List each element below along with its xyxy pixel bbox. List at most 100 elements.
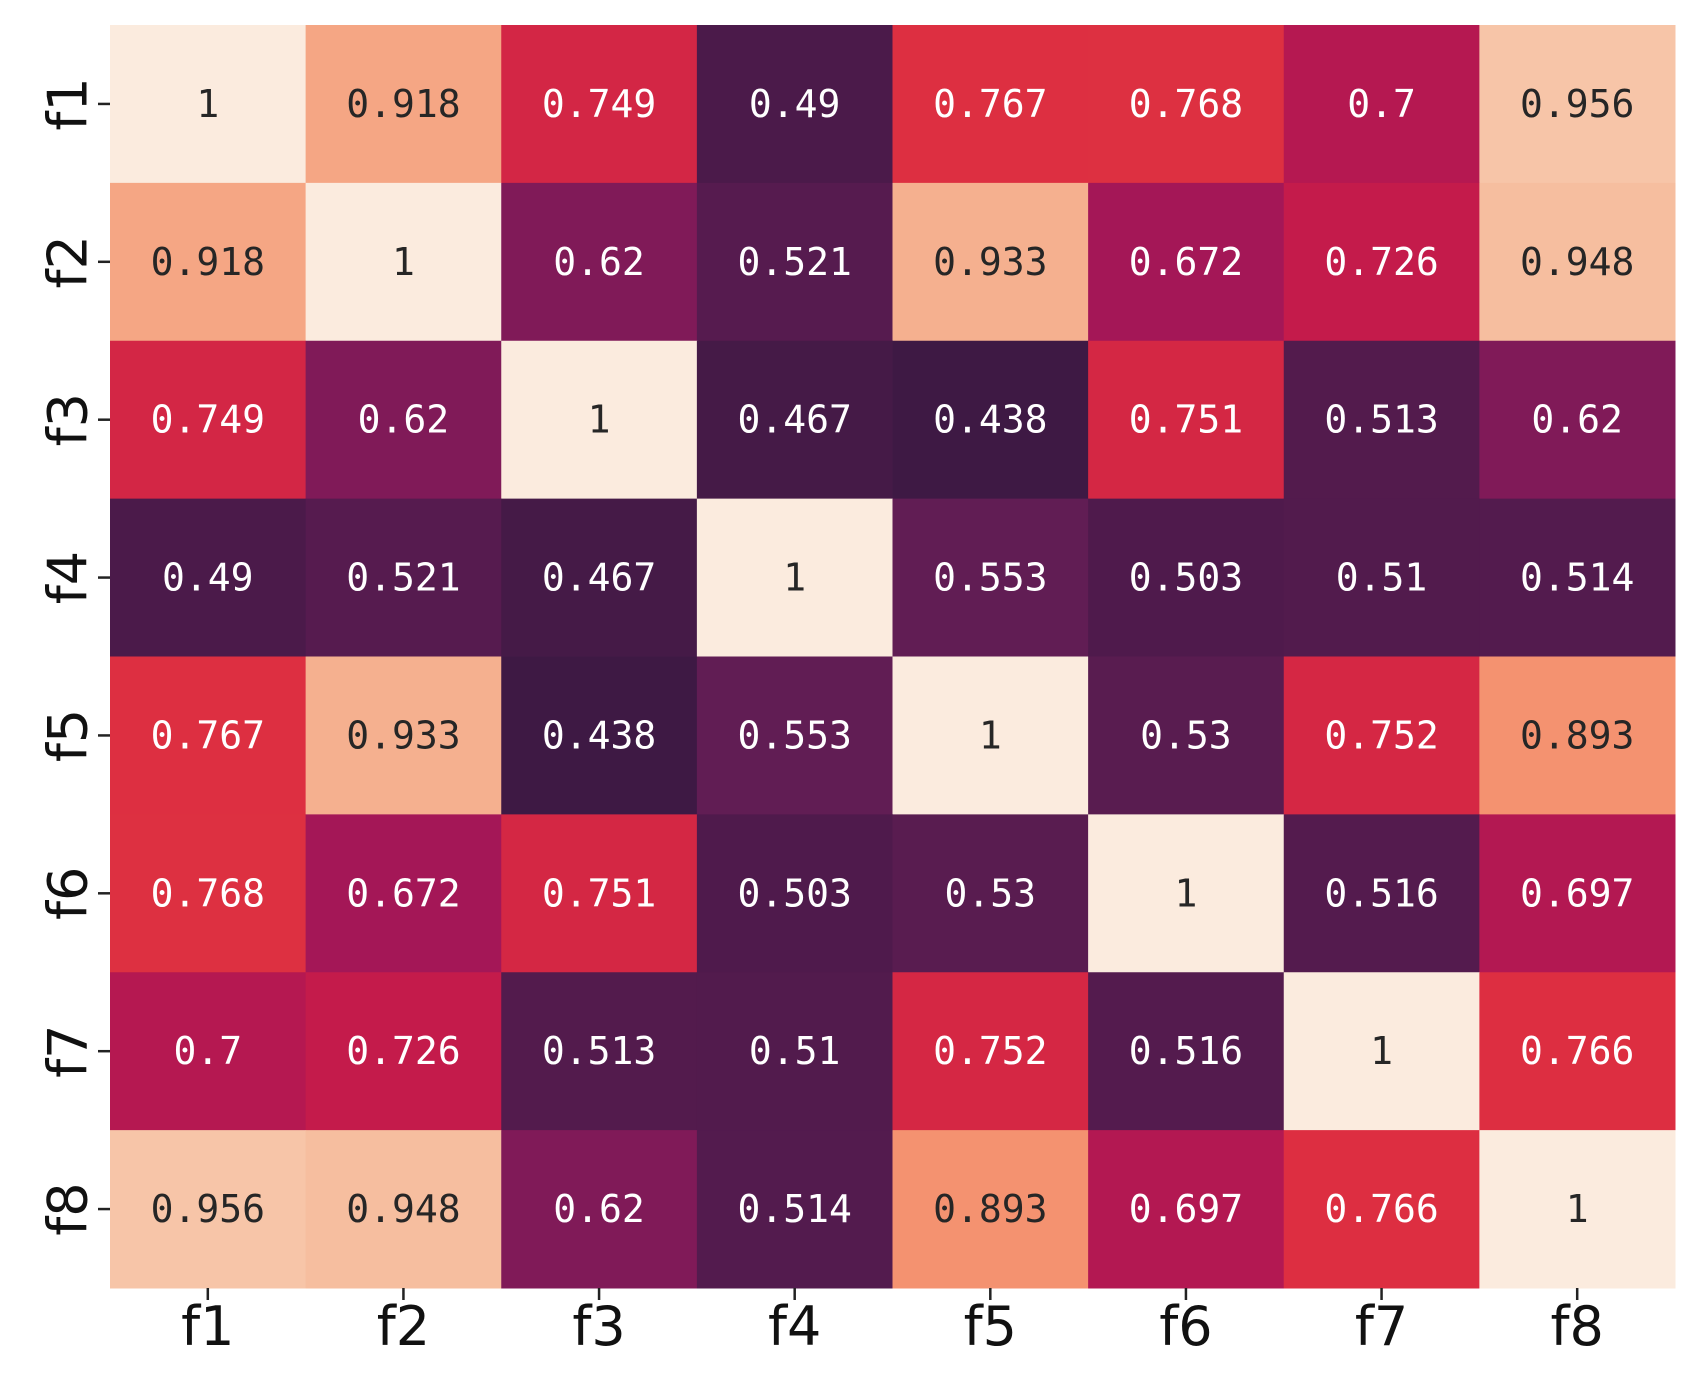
heatmap-cell-f5-f5	[892, 656, 1089, 815]
y-tick-label-f8: f8	[37, 1182, 100, 1235]
cell-annotation-f4-f1: 0.49	[162, 556, 254, 600]
cell-annotation-f2-f5: 0.933	[933, 240, 1047, 284]
cell-annotation-f1-f7: 0.7	[1347, 82, 1416, 126]
cell-annotation-f3-f7: 0.513	[1324, 398, 1438, 442]
heatmap-cell-f3-f8	[1479, 340, 1676, 500]
heatmap-cell-f8-f4	[696, 1130, 893, 1289]
heatmap-cell-f7-f3	[501, 972, 698, 1131]
heatmap-cell-f3-f6	[1088, 340, 1285, 500]
y-axis: f1 f2 f3 f4 f5 f6 f7 f8	[37, 77, 110, 1236]
heatmap-cell-f2-f6	[1088, 182, 1285, 342]
heatmap-cell-f7-f6	[1088, 972, 1285, 1131]
heatmap-cell-f5-f2	[305, 656, 502, 815]
cell-annotation-f2-f1: 0.918	[151, 240, 265, 284]
cell-annotation-f4-f7: 0.51	[1336, 556, 1428, 600]
cell-annotation-f3-f4: 0.467	[737, 398, 851, 442]
cell-annotation-f6-f5: 0.53	[945, 871, 1037, 915]
heatmap-cell-f3-f7	[1283, 340, 1480, 500]
x-tick-label-f7: f7	[1355, 1295, 1408, 1358]
cell-annotation-f7-f2: 0.726	[346, 1029, 460, 1073]
heatmap-cell-f3-f1	[110, 340, 307, 500]
cell-annotation-f2-f4: 0.521	[737, 240, 851, 284]
cell-annotation-f4-f8: 0.514	[1520, 556, 1634, 600]
cell-annotation-f1-f6: 0.768	[1129, 82, 1243, 126]
heatmap-cell-f4-f2	[305, 498, 502, 657]
heatmap-cell-f8-f8	[1479, 1130, 1676, 1289]
heatmap-cell-f6-f3	[501, 814, 698, 973]
cell-annotation-f5-f6: 0.53	[1140, 713, 1232, 757]
heatmap-cell-f3-f2	[305, 340, 502, 500]
y-tick-label-f6: f6	[37, 867, 100, 920]
heatmap-cell-f6-f5	[892, 814, 1089, 973]
x-tick-label-f5: f5	[964, 1295, 1017, 1358]
heatmap-cells	[110, 25, 1676, 1289]
x-tick-label-f4: f4	[768, 1295, 821, 1358]
x-tick-label-f2: f2	[377, 1295, 430, 1358]
heatmap-cell-f5-f1	[110, 656, 307, 815]
cell-annotations: 1 0.918 0.749 0.49 0.767 0.768 0.7 0.956 0.918 1 0…	[151, 82, 1635, 1231]
heatmap-cell-f5-f6	[1088, 656, 1285, 815]
heatmap-cell-f8-f2	[305, 1130, 502, 1289]
heatmap-cell-f2-f2	[305, 182, 502, 342]
heatmap-cell-f4-f8	[1479, 498, 1676, 657]
heatmap-cell-f7-f5	[892, 972, 1089, 1131]
heatmap-cell-f1-f1	[110, 25, 307, 184]
heatmap-cell-f3-f3	[501, 340, 698, 500]
cell-annotation-f1-f8: 0.956	[1520, 82, 1634, 126]
cell-annotation-f3-f1: 0.749	[151, 398, 265, 442]
cell-annotation-f1-f1: 1	[196, 82, 219, 126]
y-tick-label-f4: f4	[37, 551, 100, 604]
cell-annotation-f8-f5: 0.893	[933, 1187, 1047, 1231]
cell-annotation-f2-f3: 0.62	[553, 240, 645, 284]
heatmap-cell-f6-f2	[305, 814, 502, 973]
cell-annotation-f8-f7: 0.766	[1324, 1187, 1438, 1231]
cell-annotation-f2-f7: 0.726	[1324, 240, 1438, 284]
cell-annotation-f6-f1: 0.768	[151, 871, 265, 915]
heatmap-cell-f4-f6	[1088, 498, 1285, 657]
heatmap-cell-f5-f8	[1479, 656, 1676, 815]
cell-annotation-f6-f6: 1	[1174, 871, 1197, 915]
cell-annotation-f8-f2: 0.948	[346, 1187, 460, 1231]
x-tick-label-f3: f3	[572, 1295, 625, 1358]
heatmap-cell-f7-f4	[696, 972, 893, 1131]
cell-annotation-f1-f2: 0.918	[346, 82, 460, 126]
cell-annotation-f8-f4: 0.514	[737, 1187, 851, 1231]
cell-annotation-f8-f8: 1	[1566, 1187, 1589, 1231]
cell-annotation-f2-f8: 0.948	[1520, 240, 1634, 284]
heatmap-cell-f4-f3	[501, 498, 698, 657]
heatmap-cell-f2-f4	[696, 182, 893, 342]
cell-annotation-f4-f6: 0.503	[1129, 556, 1243, 600]
heatmap-cell-f1-f8	[1479, 25, 1676, 184]
cell-annotation-f1-f5: 0.767	[933, 82, 1047, 126]
cell-annotation-f7-f4: 0.51	[749, 1029, 841, 1073]
heatmap-cell-f4-f7	[1283, 498, 1480, 657]
cell-annotation-f3-f8: 0.62	[1531, 398, 1623, 442]
cell-annotation-f5-f7: 0.752	[1324, 713, 1438, 757]
cell-annotation-f7-f3: 0.513	[542, 1029, 656, 1073]
cell-annotation-f7-f1: 0.7	[173, 1029, 242, 1073]
cell-annotation-f6-f7: 0.516	[1324, 871, 1438, 915]
heatmap-cell-f8-f1	[110, 1130, 307, 1289]
y-tick-label-f1: f1	[37, 77, 100, 130]
heatmap-cell-f8-f3	[501, 1130, 698, 1289]
cell-annotation-f8-f1: 0.956	[151, 1187, 265, 1231]
heatmap-cell-f6-f8	[1479, 814, 1676, 973]
cell-annotation-f3-f6: 0.751	[1129, 398, 1243, 442]
cell-annotation-f6-f4: 0.503	[737, 871, 851, 915]
heatmap-cell-f3-f4	[696, 340, 893, 500]
cell-annotation-f4-f5: 0.553	[933, 556, 1047, 600]
heatmap-cell-f1-f6	[1088, 25, 1285, 184]
x-tick-label-f6: f6	[1159, 1295, 1212, 1358]
heatmap-cell-f2-f1	[110, 182, 307, 342]
cell-annotation-f2-f2: 1	[392, 240, 415, 284]
cell-annotation-f5-f1: 0.767	[151, 713, 265, 757]
heatmap-cell-f8-f5	[892, 1130, 1089, 1289]
heatmap-cell-f4-f4	[696, 498, 893, 657]
cell-annotation-f8-f6: 0.697	[1129, 1187, 1243, 1231]
heatmap-cell-f5-f3	[501, 656, 698, 815]
cell-annotation-f5-f4: 0.553	[737, 713, 851, 757]
heatmap-cell-f1-f3	[501, 25, 698, 184]
cell-annotation-f7-f6: 0.516	[1129, 1029, 1243, 1073]
y-tick-label-f3: f3	[37, 393, 100, 446]
cell-annotation-f8-f3: 0.62	[553, 1187, 645, 1231]
